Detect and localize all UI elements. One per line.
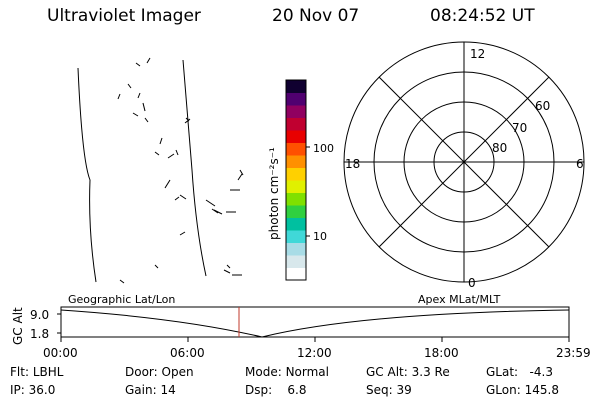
altitude-curve: [60, 309, 570, 338]
observation-date: 20 Nov 07: [272, 6, 360, 26]
colorbar-segment: [286, 117, 306, 131]
gc-alt-value: 3.3 Re: [411, 365, 450, 379]
colorbar-segment: [286, 92, 306, 106]
glat-info: GLat: -4.3: [486, 365, 553, 379]
filter-label: Flt:: [10, 365, 29, 379]
gain-value: 14: [160, 383, 176, 397]
mlat-label-80: 80: [492, 141, 507, 155]
colorbar-segment: [286, 192, 306, 206]
colorbar-segment: [286, 167, 306, 181]
colorbar-segment: [286, 255, 306, 268]
colorbar-segment: [286, 230, 306, 243]
glon-info: GLon: 145.8: [486, 383, 559, 397]
altitude-ylabel: GC Alt: [11, 307, 25, 345]
xtick-1200: 12:00: [297, 346, 332, 360]
xtick-1800: 18:00: [424, 346, 459, 360]
color-scale-frame: [285, 79, 307, 281]
door-value: Open: [161, 365, 194, 379]
colorbar-segment: [286, 142, 306, 156]
altitude-ytick-high: 9.0: [30, 308, 49, 322]
mode-value: Normal: [285, 365, 329, 379]
instrument-title: Ultraviolet Imager: [47, 6, 201, 26]
gain-label: Gain:: [125, 383, 157, 397]
colorbar-segment: [286, 105, 306, 118]
geo-boundary-left: [77, 67, 97, 283]
door-info: Door: Open: [125, 365, 194, 379]
mlt-label-0: 0: [468, 276, 476, 290]
colorbar-segment: [286, 242, 306, 256]
colorbar-segment: [286, 267, 306, 281]
xtick-0000: 00:00: [43, 346, 78, 360]
dsp-value: 6.8: [287, 383, 307, 397]
observation-time: 08:24:52 UT: [430, 6, 535, 26]
ip-value: 36.0: [28, 383, 56, 397]
colorbar-tick-label-100: 100: [313, 142, 334, 155]
dsp-info: Dsp: 6.8: [245, 383, 307, 397]
color-scale-bar: [286, 80, 306, 281]
mlt-label-6: 6: [576, 157, 584, 171]
filter-value: LBHL: [32, 365, 64, 379]
mlat-label-70: 70: [512, 121, 527, 135]
colorbar-segment: [286, 130, 306, 143]
glat-label: GLat:: [486, 365, 519, 379]
seq-info: Seq: 39: [366, 383, 412, 397]
polar-panel-label: Apex MLat/MLT: [418, 293, 501, 306]
geo-panel-label: Geographic Lat/Lon: [68, 293, 175, 306]
filter-info: Flt: LBHL: [10, 365, 63, 379]
geo-image-panel: [77, 57, 244, 284]
gc-alt-label: GC Alt:: [366, 365, 408, 379]
glon-label: GLon:: [486, 383, 521, 397]
polar-diagonal-2: [378, 76, 550, 248]
colorbar-segment: [286, 180, 306, 193]
door-label: Door:: [125, 365, 158, 379]
mlt-label-18: 18: [345, 157, 360, 171]
glon-value: 145.8: [524, 383, 559, 397]
mlat-label-60: 60: [535, 99, 550, 113]
xtick-0600: 06:00: [170, 346, 205, 360]
altitude-ytick-low: 1.8: [30, 327, 49, 341]
colorbar-segment: [286, 205, 306, 218]
mode-info: Mode: Normal: [245, 365, 329, 379]
altitude-xtick-marks: [60, 337, 570, 342]
polar-plot: [343, 41, 585, 283]
dsp-label: Dsp:: [245, 383, 273, 397]
mlt-label-12: 12: [470, 47, 485, 61]
coastline-fragments: [117, 57, 244, 284]
mode-label: Mode:: [245, 365, 282, 379]
colorbar-segment: [286, 80, 306, 93]
geo-boundary-right: [182, 59, 207, 277]
gc-alt-info: GC Alt: 3.3 Re: [366, 365, 450, 379]
colorbar-segment: [286, 217, 306, 231]
seq-value: 39: [396, 383, 412, 397]
colorbar-unit-label: photon cm⁻²s⁻¹: [267, 147, 281, 240]
ip-info: IP: 36.0: [10, 383, 55, 397]
xtick-2359: 23:59: [556, 346, 591, 360]
colorbar-tick-label-10: 10: [313, 230, 327, 243]
gain-info: Gain: 14: [125, 383, 176, 397]
glat-value: -4.3: [529, 365, 553, 379]
colorbar-segment: [286, 155, 306, 168]
ip-label: IP:: [10, 383, 25, 397]
seq-label: Seq:: [366, 383, 393, 397]
